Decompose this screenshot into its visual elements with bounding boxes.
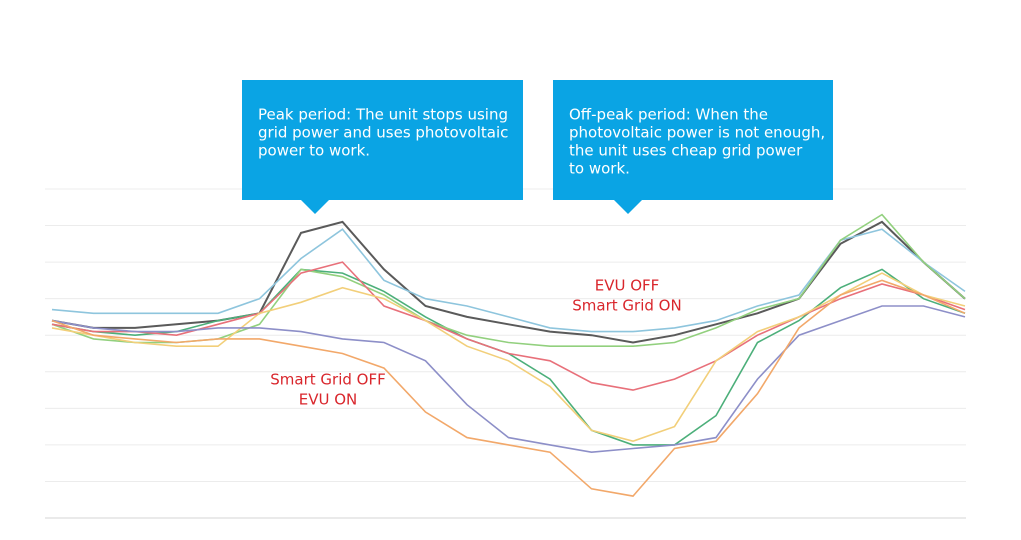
callout-text: grid power and uses photovoltaic: [258, 124, 508, 142]
series-line: [51, 268, 966, 446]
annotation: Smart Grid ON: [572, 297, 681, 315]
callout-text: photovoltaic power is not enough,: [569, 124, 825, 142]
series-line: [51, 305, 966, 454]
callout-box: [242, 80, 523, 214]
callout-box: [553, 80, 833, 214]
series-line: [51, 213, 966, 347]
callout-text: Peak period: The unit stops using: [258, 106, 508, 124]
annotation: Smart Grid OFF: [270, 371, 385, 389]
callout-text: the unit uses cheap grid power: [569, 142, 803, 160]
annotation: EVU ON: [299, 391, 358, 409]
series-line: [51, 272, 966, 443]
series-line: [51, 228, 966, 333]
callout-text: to work.: [569, 160, 630, 178]
callout-text: power to work.: [258, 142, 370, 160]
series-line: [51, 279, 966, 497]
series-line: [51, 261, 966, 391]
callout-text: Off-peak period: When the: [569, 106, 768, 124]
annotation: EVU OFF: [595, 277, 660, 295]
